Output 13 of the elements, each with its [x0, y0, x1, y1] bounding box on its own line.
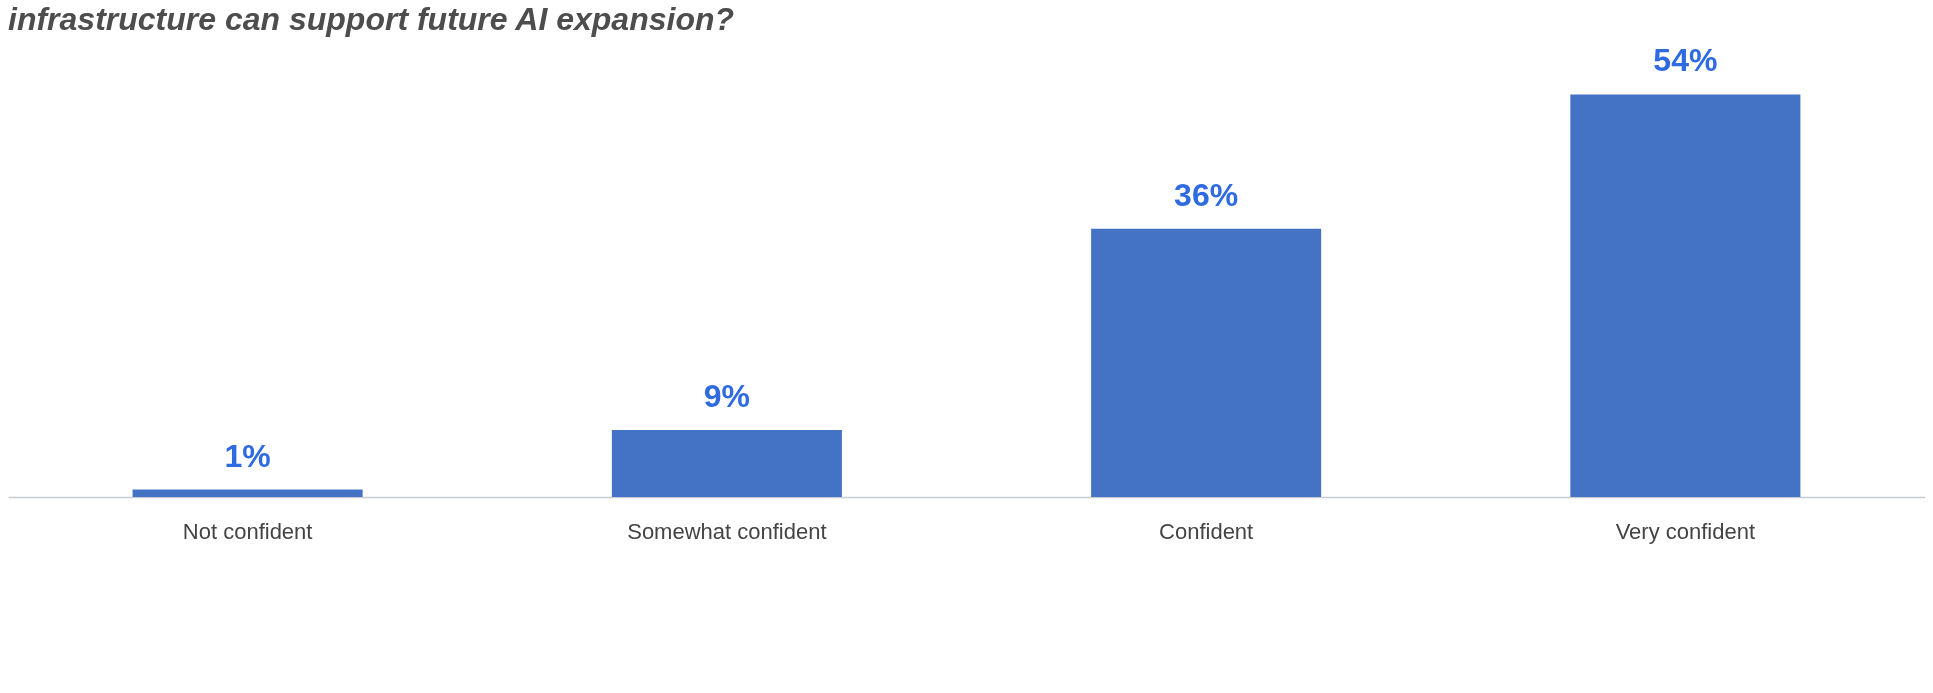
bar [1570, 94, 1801, 497]
chart-title: infrastructure can support future AI expansion? [8, 1, 735, 38]
data-label: 54% [1653, 42, 1718, 79]
x-tick-label: Confident [1159, 518, 1254, 544]
data-label: 1% [224, 437, 271, 474]
x-tick-label: Very confident [1615, 518, 1756, 544]
x-tick-label: Not confident [182, 518, 313, 544]
bar [611, 429, 842, 497]
x-tick-label: Somewhat confident [627, 518, 827, 544]
bar [132, 489, 363, 497]
data-label: 9% [703, 377, 750, 414]
bar [1091, 228, 1322, 497]
data-label: 36% [1174, 176, 1239, 213]
